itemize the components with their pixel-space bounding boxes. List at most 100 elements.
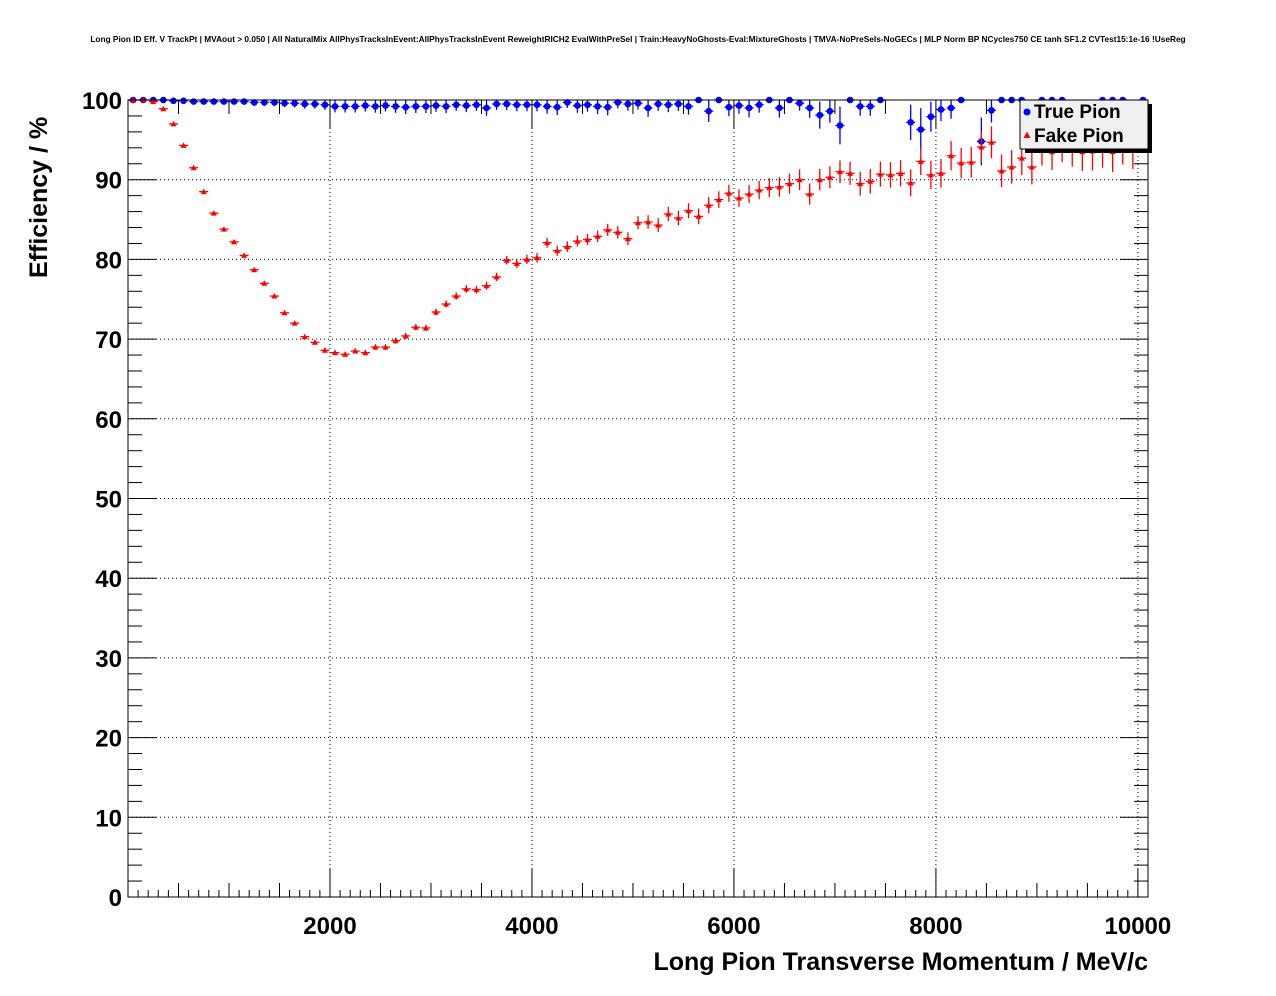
data-point bbox=[291, 99, 298, 107]
data-point bbox=[604, 226, 611, 233]
data-point bbox=[433, 309, 440, 315]
data-point bbox=[281, 99, 288, 107]
data-point bbox=[533, 101, 541, 109]
data-point bbox=[725, 190, 732, 196]
data-point bbox=[927, 113, 935, 121]
data-point bbox=[574, 102, 581, 109]
grid bbox=[128, 100, 1148, 897]
data-point bbox=[160, 105, 167, 112]
data-point bbox=[473, 101, 480, 109]
x-tick-label: 2000 bbox=[303, 913, 356, 940]
data-point bbox=[331, 103, 339, 110]
data-point bbox=[816, 111, 824, 119]
plot-frame bbox=[127, 99, 1149, 898]
data-point bbox=[887, 171, 894, 178]
data-point bbox=[210, 98, 218, 105]
data-point bbox=[857, 180, 864, 187]
data-point bbox=[776, 104, 783, 112]
data-point bbox=[150, 98, 157, 105]
data-point bbox=[321, 347, 328, 353]
data-point bbox=[523, 101, 531, 109]
data-point bbox=[594, 233, 601, 239]
data-point bbox=[766, 184, 773, 191]
data-point bbox=[342, 351, 349, 357]
data-point bbox=[836, 122, 844, 129]
data-point bbox=[483, 282, 490, 289]
data-points bbox=[128, 96, 1148, 357]
data-point bbox=[635, 219, 641, 226]
y-tick-labels: 0 10 20 30 40 50 60 70 80 90 100 bbox=[82, 88, 122, 912]
legend-label-true-pion: True Pion bbox=[1034, 102, 1121, 123]
data-point bbox=[170, 97, 177, 105]
data-point bbox=[513, 101, 521, 109]
data-point bbox=[614, 229, 621, 235]
data-point bbox=[332, 349, 339, 356]
data-point bbox=[382, 102, 389, 109]
data-point bbox=[685, 103, 692, 110]
data-point bbox=[483, 104, 490, 112]
data-point bbox=[776, 183, 783, 190]
data-point bbox=[836, 168, 843, 175]
data-point bbox=[917, 126, 925, 133]
data-point bbox=[988, 139, 995, 145]
y-tick-label: 30 bbox=[95, 646, 122, 673]
data-point bbox=[917, 158, 924, 164]
data-point bbox=[230, 98, 238, 105]
data-point bbox=[311, 339, 318, 345]
data-point bbox=[826, 107, 834, 115]
data-point bbox=[554, 247, 561, 254]
chart-title: Long Pion ID Eff. V TrackPt | MVAout > 0… bbox=[90, 34, 1185, 44]
data-point bbox=[655, 222, 662, 228]
data-point bbox=[645, 218, 652, 225]
data-point bbox=[220, 226, 227, 232]
data-point bbox=[1028, 163, 1035, 170]
data-point bbox=[220, 98, 228, 105]
series-fake-pion bbox=[128, 97, 1138, 357]
data-point bbox=[251, 266, 258, 273]
data-point bbox=[372, 103, 379, 110]
data-point bbox=[291, 320, 298, 326]
data-point bbox=[927, 171, 934, 178]
data-point bbox=[644, 104, 652, 112]
data-point bbox=[937, 106, 945, 113]
data-point bbox=[1018, 155, 1025, 161]
data-point bbox=[937, 170, 944, 176]
y-tick-label: 0 bbox=[109, 885, 122, 912]
data-point bbox=[564, 99, 571, 106]
data-point bbox=[553, 103, 561, 111]
data-point bbox=[281, 309, 288, 316]
data-point bbox=[442, 103, 450, 110]
data-point bbox=[463, 285, 470, 292]
x-tick-label: 8000 bbox=[909, 913, 962, 940]
y-tick-label: 10 bbox=[95, 805, 122, 832]
data-point bbox=[412, 103, 420, 110]
x-axis-label: Long Pion Transverse Momentum / MeV/c bbox=[653, 948, 1148, 976]
data-point bbox=[624, 100, 632, 108]
y-axis-label: Efficiency / % bbox=[25, 117, 53, 278]
data-point bbox=[847, 170, 854, 176]
data-point bbox=[907, 179, 914, 186]
data-point bbox=[856, 103, 864, 110]
data-point bbox=[735, 195, 742, 201]
data-point bbox=[594, 103, 601, 110]
data-point bbox=[453, 293, 460, 299]
data-point bbox=[614, 99, 622, 106]
data-point bbox=[200, 188, 207, 195]
data-point bbox=[705, 107, 712, 115]
legend-box bbox=[1019, 99, 1149, 150]
data-point bbox=[968, 159, 975, 165]
data-point bbox=[675, 100, 682, 108]
y-tick-label: 80 bbox=[95, 247, 122, 274]
data-point bbox=[241, 252, 248, 258]
series-true-pion bbox=[128, 96, 1148, 166]
data-point bbox=[443, 301, 450, 307]
legend: True Pion Fake Pion bbox=[1019, 99, 1152, 153]
x-tick-label: 10000 bbox=[1105, 913, 1172, 940]
data-point bbox=[170, 120, 177, 127]
x-tick-label: 6000 bbox=[707, 913, 760, 940]
data-point bbox=[392, 103, 399, 110]
y-tick-label: 60 bbox=[95, 407, 122, 434]
data-point bbox=[584, 101, 591, 109]
data-point bbox=[412, 324, 419, 330]
data-point bbox=[654, 100, 662, 108]
